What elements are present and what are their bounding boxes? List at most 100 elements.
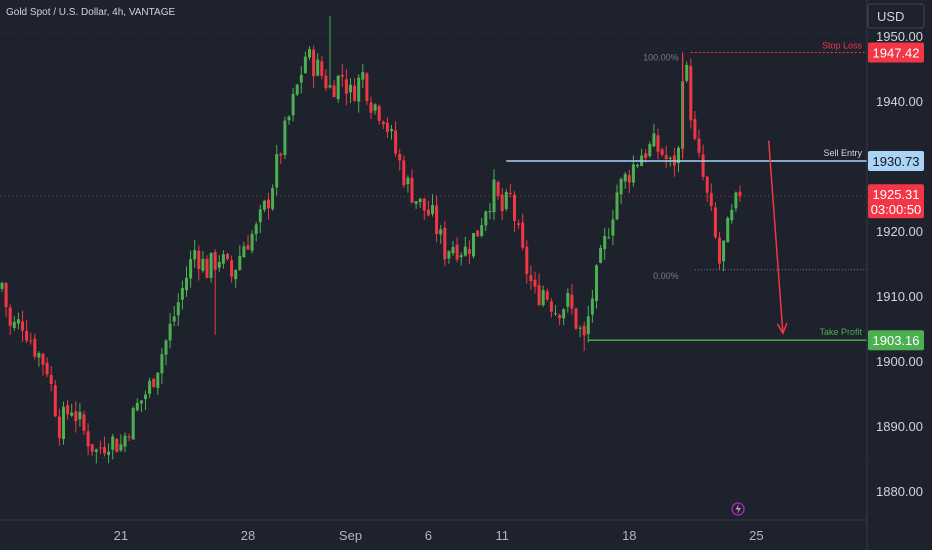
candle-body: [45, 362, 49, 375]
candle-body: [66, 405, 70, 415]
candle-body: [590, 298, 594, 315]
candle-body: [402, 160, 406, 186]
candle-body: [357, 77, 361, 102]
candle-body: [734, 192, 738, 209]
candle-body: [94, 449, 98, 452]
price-tick-label: 1890.00: [876, 419, 923, 434]
candle-body: [435, 205, 439, 235]
candle-body: [49, 374, 53, 384]
candle-body: [426, 209, 430, 216]
price-tick-label: 1940.00: [876, 94, 923, 109]
candle-body: [127, 436, 131, 438]
stop-loss-badge-bg: [868, 42, 924, 63]
candle-body: [185, 277, 188, 291]
candle-body: [57, 416, 61, 439]
candle-body: [226, 253, 229, 259]
price-tick-label: 1900.00: [876, 354, 923, 369]
projection-arrow-head: [776, 322, 788, 335]
candle-body: [271, 188, 275, 210]
candle-body: [697, 138, 701, 153]
candle-body: [168, 323, 172, 341]
candle-body: [373, 104, 377, 111]
time-axis[interactable]: 21 28 Sep 6 11 18 25: [114, 528, 764, 543]
candle-body: [455, 244, 459, 260]
candle-body: [258, 209, 262, 223]
candle-body: [275, 154, 279, 188]
candle-body: [172, 316, 176, 322]
currency-button[interactable]: USD: [867, 3, 925, 29]
candle-body: [152, 378, 156, 387]
candle-body: [365, 73, 369, 102]
candle-body: [176, 302, 180, 316]
candle-body: [566, 292, 570, 307]
candle-body: [144, 394, 147, 400]
candle-body: [332, 85, 336, 98]
candle-body: [439, 229, 443, 235]
candle-body: [508, 193, 512, 195]
candle-body: [299, 74, 303, 83]
candle-body: [705, 176, 709, 193]
sell-entry-badge-text: 1930.73: [873, 154, 920, 169]
candle-body: [283, 120, 287, 156]
candle-body: [664, 155, 668, 159]
candle-body: [570, 294, 574, 309]
candle-body: [480, 225, 484, 237]
candle-body: [517, 223, 521, 225]
candle-body: [537, 285, 541, 305]
candle-body: [599, 248, 603, 263]
candle-body: [78, 411, 82, 420]
candle-body: [738, 191, 742, 197]
candle-body: [328, 85, 332, 88]
price-tick-label: 1920.00: [876, 224, 923, 239]
fib-bottom-label: 0.00%: [653, 271, 679, 281]
candle-body: [414, 201, 418, 204]
candle-body: [369, 102, 373, 113]
candle-body: [0, 283, 4, 289]
sell-entry-label: Sell Entry: [823, 148, 862, 158]
candle-body: [74, 411, 78, 422]
candle-body: [262, 200, 266, 210]
time-tick-label: Sep: [339, 528, 362, 543]
candle-body: [381, 121, 385, 125]
candle-body: [631, 164, 635, 183]
candle-body: [353, 85, 357, 101]
candle-body: [529, 275, 533, 282]
candle-body: [148, 380, 152, 394]
time-tick-label: 25: [749, 528, 763, 543]
candle-body: [4, 282, 8, 308]
candle-body: [62, 406, 65, 440]
stop-loss-badge-text: 1947.42: [873, 46, 920, 61]
sell-entry-badge-bg: [868, 151, 924, 172]
candle-body: [459, 255, 463, 258]
candle-body: [189, 259, 193, 279]
candle-body: [726, 217, 730, 243]
candle-body: [709, 193, 713, 207]
candle-body: [615, 192, 619, 220]
candle-body: [447, 251, 451, 259]
candle-body: [476, 230, 480, 237]
candle-body: [685, 64, 689, 81]
candles: [0, 16, 742, 464]
candle-body: [496, 182, 500, 196]
candle-body: [406, 177, 410, 185]
candle-body: [250, 234, 254, 251]
candle-body: [21, 321, 24, 331]
candle-body: [545, 291, 549, 300]
current-price-countdown: 03:00:50: [871, 202, 922, 217]
candle-body: [8, 307, 12, 326]
candle-body: [131, 408, 135, 440]
candle-body: [394, 130, 398, 154]
candle-body: [119, 444, 123, 451]
lightning-icon[interactable]: [731, 502, 745, 516]
candle-body: [193, 250, 197, 260]
projection-arrow-line: [767, 140, 784, 334]
candle-body: [472, 233, 475, 257]
candle-body: [205, 258, 209, 278]
candle-body: [603, 235, 607, 250]
candle-body: [312, 49, 316, 77]
candle-body: [607, 237, 611, 239]
candle-body: [541, 290, 545, 306]
candle-body: [652, 133, 656, 147]
